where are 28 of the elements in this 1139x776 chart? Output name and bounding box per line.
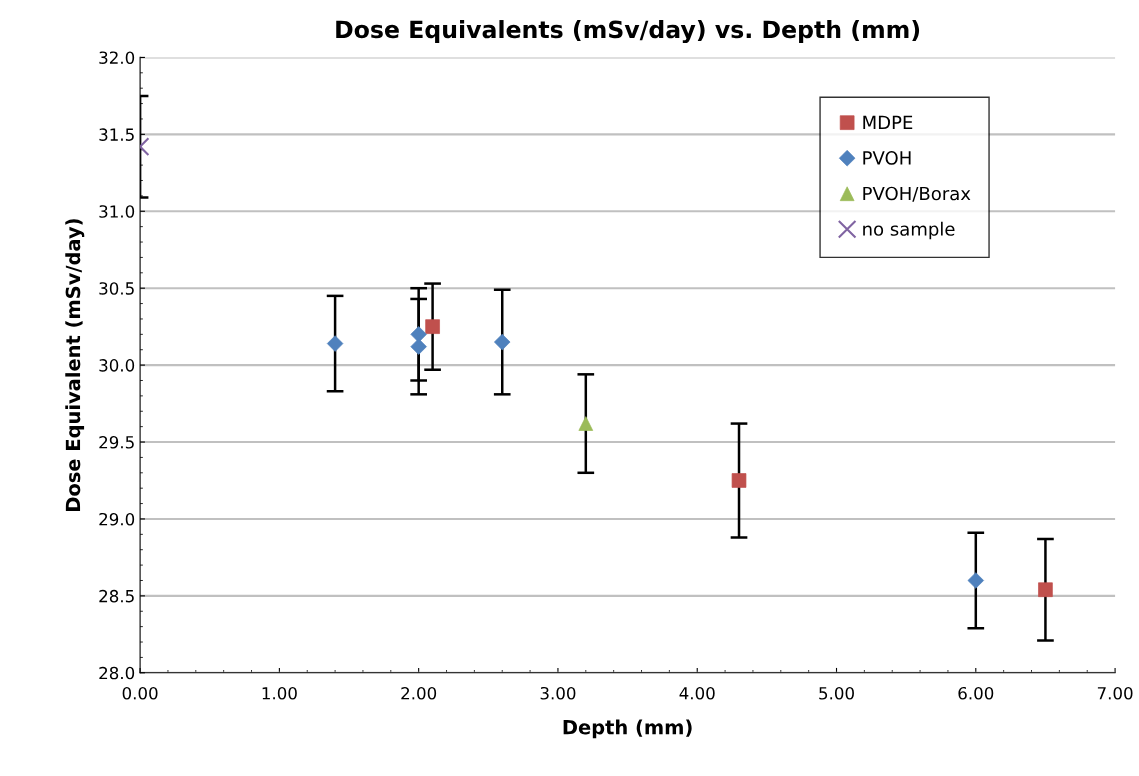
chart-title: Dose Equivalents (mSv/day) vs. Depth (mm) [336,20,920,44]
x-tick-label: 3.00 [540,686,576,700]
legend-label: MDPE [863,115,913,129]
point [967,572,984,589]
point [578,416,594,431]
y-tick-label: 28.5 [99,589,134,603]
y-tick-label: 28.0 [99,666,135,680]
x-tick-label: 0.00 [122,686,158,700]
point [494,333,511,351]
y-tick-label: 32.0 [99,51,135,64]
x-tick-label: 2.00 [401,686,437,700]
legend-label: PVOH/Borax [863,186,971,202]
y-tick-label: 31.0 [99,205,135,218]
x-tick-label: 6.00 [958,686,994,700]
y-axis-title: Dose Equivalent (mSv/day) [65,219,85,511]
x-tick-label: 1.00 [262,686,297,700]
y-tick-label: 29.0 [99,512,135,526]
legend-label: no sample [863,221,955,240]
x-tick-label: 7.00 [1097,686,1133,700]
y-tick-label: 30.0 [99,359,135,372]
y-tick-label: 29.5 [99,435,134,449]
point [425,319,440,334]
legend-label: PVOH [863,151,911,165]
x-axis-title: Depth (mm) [563,719,692,739]
x-tick-label: 4.00 [679,686,715,700]
y-tick-label: 31.5 [99,128,134,141]
x-tick-label: 5.00 [819,686,854,700]
y-tick-label: 30.5 [99,282,134,295]
